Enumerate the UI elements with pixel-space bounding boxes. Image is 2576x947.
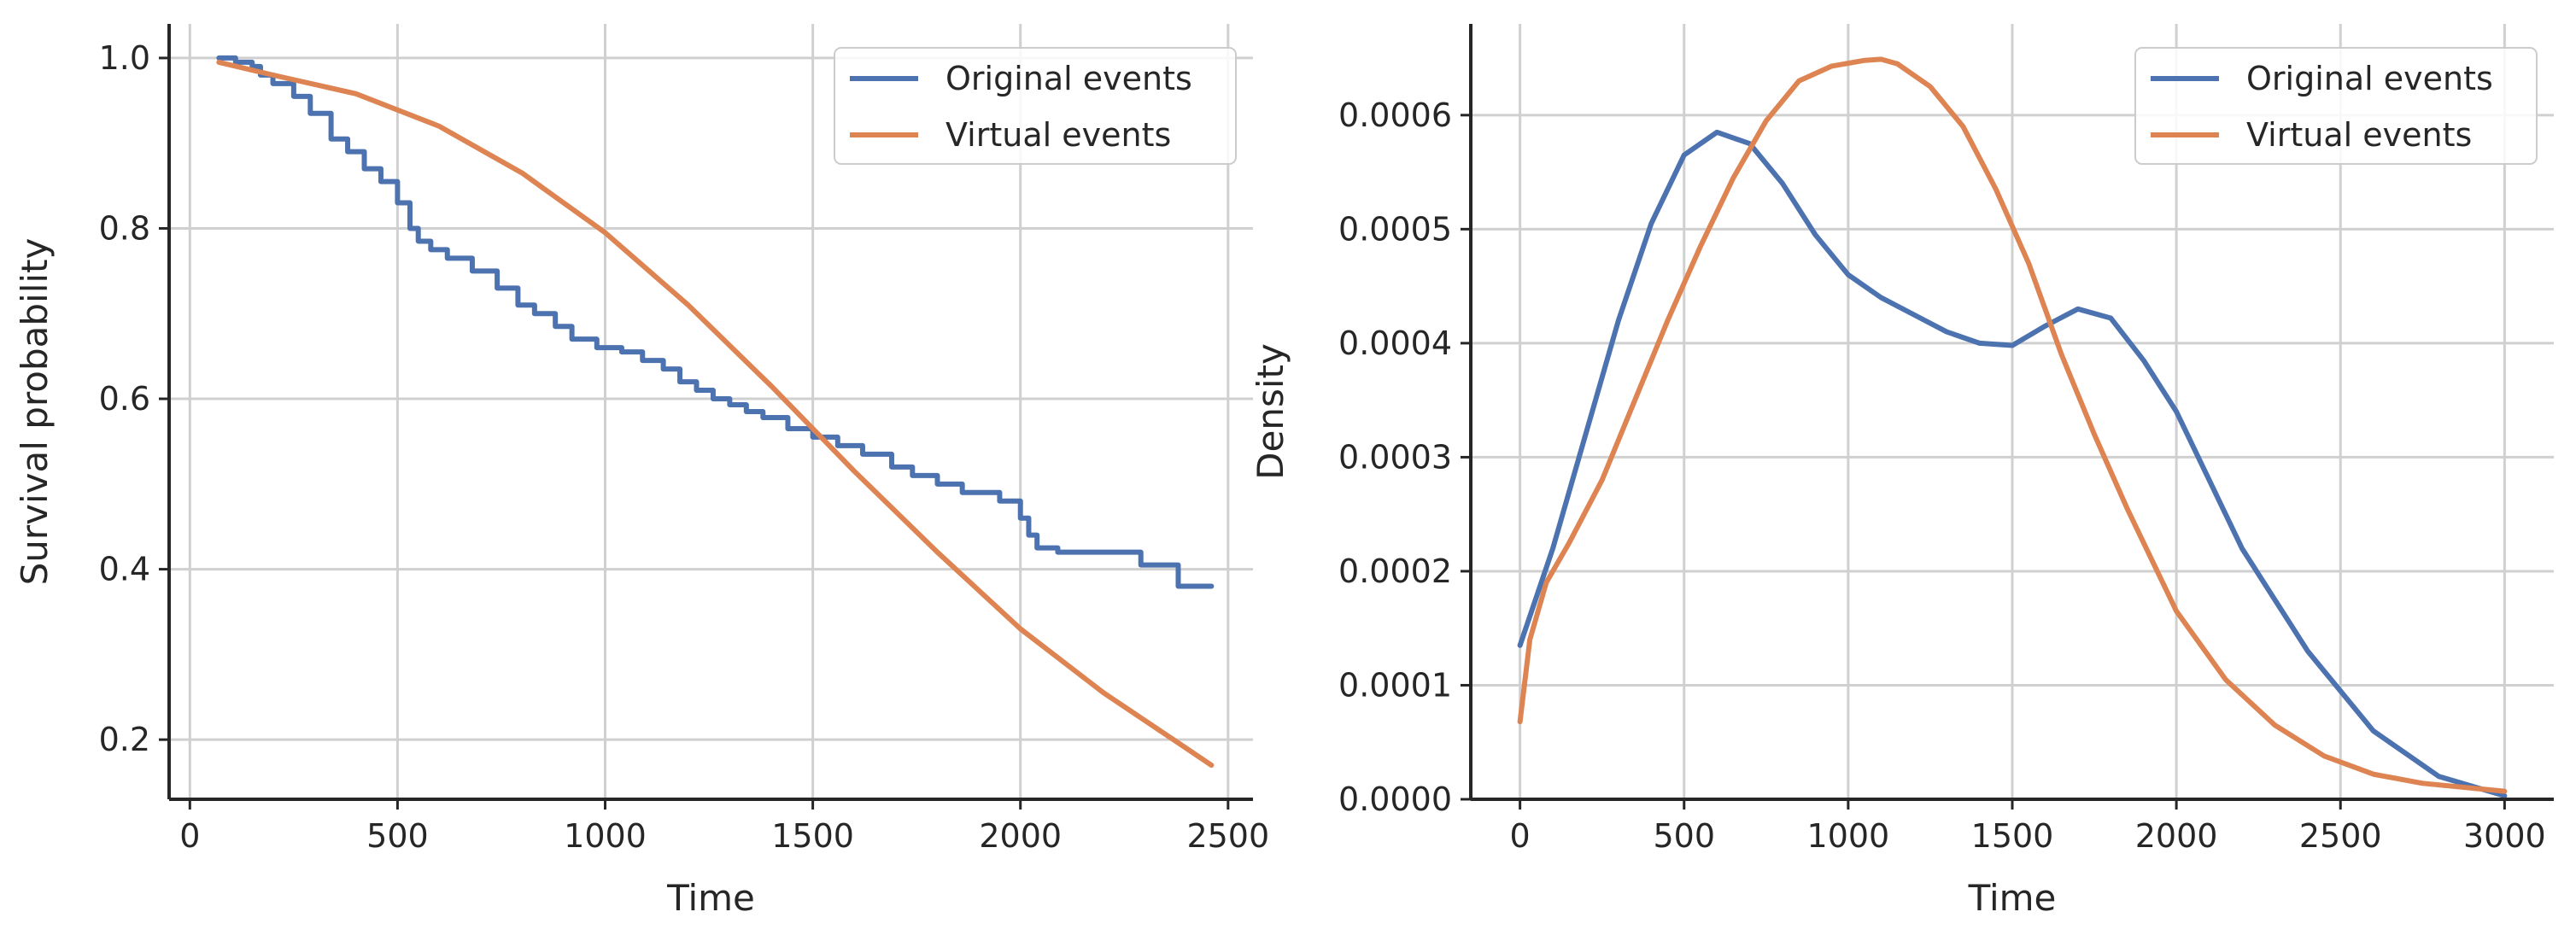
chart-0-x-tick-label: 2500 — [1186, 817, 1269, 855]
chart-0-x-tick-label: 0 — [179, 817, 200, 855]
chart-0-y-tick-label: 0.4 — [99, 551, 150, 588]
chart-0-x-axis-label: Time — [666, 877, 755, 919]
chart-1-y-tick-label: 0.0001 — [1338, 666, 1452, 704]
chart-0-x-tick-label: 1500 — [771, 817, 854, 855]
chart-1-y-tick-label: 0.0004 — [1338, 324, 1452, 362]
chart-1-series-line-original — [1517, 129, 2508, 798]
chart-1-x-tick-label: 1500 — [1971, 817, 2054, 855]
chart-1-x-tick-label: 2000 — [2135, 817, 2218, 855]
chart-1-y-tick-label: 0.0000 — [1338, 780, 1452, 818]
chart-1-x-axis-label: Time — [1968, 877, 2057, 919]
chart-0-x-tick-label: 2000 — [979, 817, 1062, 855]
chart-1-legend-label-original: Original events — [2246, 60, 2493, 97]
chart-0-y-tick-label: 0.2 — [99, 721, 150, 758]
chart-0-y-tick-label: 0.6 — [99, 380, 150, 418]
chart-0-y-axis-label: Survival probability — [14, 238, 56, 586]
chart-1-legend-label-virtual: Virtual events — [2246, 116, 2472, 154]
chart-0-y-tick-label: 1.0 — [99, 39, 150, 77]
chart-1-x-tick-label: 2500 — [2299, 817, 2382, 855]
chart-0-x-tick-label: 1000 — [564, 817, 647, 855]
density-chart-panel: 0 500 1000 1500 2000 2500 3000 0.0000 0.0001 0.00… — [1250, 24, 2554, 919]
chart-0-legend-box — [834, 47, 1237, 165]
survival-chart-panel: 0 500 1000 1500 2000 2500 0.2 0.4 0.6 0.8 1.0 Time S… — [14, 24, 1269, 919]
chart-1-y-tick-label: 0.0006 — [1338, 96, 1452, 134]
chart-0-legend-label-virtual: Virtual events — [946, 116, 1171, 154]
chart-0-series-line-virtual — [216, 59, 1215, 769]
chart-1-y-tick-label: 0.0005 — [1338, 210, 1452, 248]
chart-1-legend: Original events Virtual events — [2134, 47, 2538, 165]
chart-1-y-tick-label: 0.0003 — [1338, 438, 1452, 476]
chart-0-legend: Original events Virtual events — [834, 47, 1237, 165]
chart-1-series-line-virtual — [1517, 56, 2508, 794]
chart-1-legend-box — [2134, 47, 2538, 165]
chart-0-legend-label-original: Original events — [946, 60, 1192, 97]
chart-0-series-line-original — [216, 55, 1215, 589]
chart-0-y-tick-label: 0.8 — [99, 209, 150, 247]
chart-1-y-axis-label: Density — [1250, 343, 1291, 480]
chart-1-x-tick-label: 0 — [1510, 817, 1531, 855]
chart-1-x-tick-label: 500 — [1653, 817, 1715, 855]
chart-1-y-tick-label: 0.0002 — [1338, 552, 1452, 590]
chart-0-x-tick-label: 500 — [366, 817, 429, 855]
chart-1-x-tick-label: 3000 — [2463, 817, 2546, 855]
chart-1-x-tick-label: 1000 — [1807, 817, 1890, 855]
